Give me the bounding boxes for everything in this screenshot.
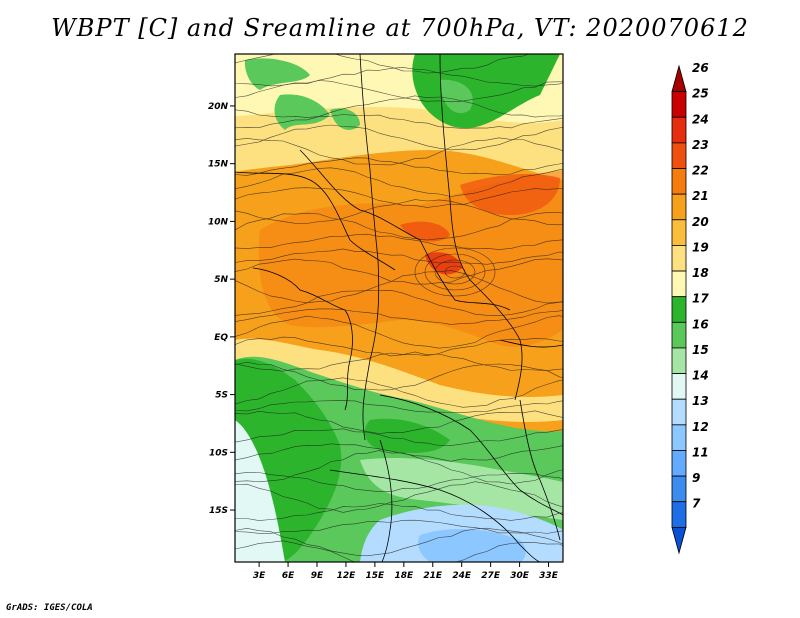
colorbar-swatch — [671, 424, 687, 451]
streamline — [235, 472, 563, 492]
lon-tick-label: 33E — [539, 571, 559, 581]
lat-tick-label: 15N — [208, 160, 229, 170]
streamline — [235, 248, 563, 265]
colorbar-swatch — [671, 321, 687, 349]
lon-tick-label: 6E — [282, 571, 295, 581]
colorbar-swatch — [671, 373, 687, 400]
vortex-streamline — [444, 265, 466, 279]
streamline — [235, 519, 563, 534]
streamline — [235, 503, 563, 521]
lon-tick-label: 24E — [452, 571, 472, 581]
streamline — [235, 450, 563, 485]
map-title: WBPT [C] and Sreamline at 700hPa, VT: 20… — [51, 14, 749, 42]
colorbar-swatch — [671, 270, 687, 298]
lat-tick-label: 10S — [209, 448, 228, 458]
colorbar-label: 11 — [692, 445, 709, 459]
wbpt-field — [235, 54, 563, 562]
colorbar-label: 19 — [692, 240, 709, 254]
streamline — [235, 315, 563, 349]
colorbar-label: 25 — [692, 87, 709, 101]
lon-tick-label: 18E — [394, 571, 414, 581]
streamline — [235, 54, 530, 74]
colorbar-swatch — [671, 64, 687, 93]
colorbar-swatch — [671, 193, 687, 221]
colorbar-label: 18 — [692, 266, 709, 280]
colorbar-swatch — [671, 296, 687, 323]
lon-tick-label: 3E — [253, 571, 266, 581]
colorbar-swatch — [671, 219, 687, 246]
streamline — [235, 410, 563, 434]
colorbar-swatch — [671, 526, 687, 555]
colorbar-label: 20 — [692, 215, 709, 229]
streamline — [235, 114, 563, 129]
lon-tick-label: 15E — [366, 571, 386, 581]
colorbar-label: 22 — [692, 164, 709, 178]
streamline — [235, 443, 563, 462]
lat-tick-label: 10N — [208, 217, 229, 227]
colorbar-label: 17 — [692, 292, 709, 306]
streamline — [235, 233, 563, 250]
streamline — [235, 67, 563, 87]
colorbar-swatch — [671, 142, 687, 169]
lat-tick-label: 20N — [208, 102, 229, 112]
streamline — [235, 258, 563, 285]
streamline — [235, 481, 563, 513]
colorbar-label: 14 — [692, 369, 709, 383]
colorbar-swatch — [671, 475, 687, 503]
colorbar-label: 21 — [692, 189, 709, 203]
colorbar-swatch — [671, 91, 687, 118]
streamline — [235, 351, 563, 372]
streamline — [235, 400, 563, 414]
lon-tick-label: 27E — [481, 571, 501, 581]
lat-tick-label: 15S — [209, 506, 228, 516]
streamline — [235, 361, 563, 391]
streamline — [235, 137, 563, 166]
lon-tick-label: 12E — [337, 571, 357, 581]
streamline — [235, 270, 563, 304]
colorbar-swatch — [671, 450, 687, 477]
colorbar-label: 13 — [692, 394, 709, 408]
lon-tick-label: 21E — [423, 571, 443, 581]
streamline — [235, 540, 563, 562]
map-frame — [234, 53, 564, 563]
colorbar-swatch — [671, 347, 687, 374]
credit-text: GrADS: IGES/COLA — [6, 603, 93, 613]
streamline — [235, 157, 563, 176]
lat-tick-label: 5S — [215, 391, 228, 401]
vortex-streamline — [434, 259, 476, 285]
lon-tick-label: 9E — [311, 571, 324, 581]
streamline — [235, 212, 563, 241]
streamline — [235, 377, 563, 408]
vortex-streamline — [424, 253, 486, 291]
streamline — [235, 289, 563, 317]
vortex-streamline — [414, 247, 496, 297]
colorbar-label: 24 — [692, 112, 709, 126]
colorbar-label: 16 — [692, 317, 709, 331]
colorbar-swatch — [671, 116, 687, 144]
streamline — [235, 95, 563, 118]
streamline — [235, 308, 563, 325]
colorbar-label: 15 — [692, 343, 709, 357]
longitude-axis: 3E 6E 9E 12E 15E 18E 21E 24E 27E 30E 33E — [253, 562, 559, 581]
lat-tick-label: EQ — [214, 333, 228, 343]
colorbar-swatch — [671, 168, 687, 195]
colorbar-label: 9 — [692, 471, 700, 485]
colorbar: 26 25 24 23 22 21 20 19 18 17 16 15 14 13 12 11 9 7 — [671, 61, 709, 555]
colorbar-label: 7 — [692, 497, 701, 511]
lat-tick-label: 5N — [214, 275, 228, 285]
colorbar-label: 12 — [692, 420, 709, 434]
colorbar-label: 26 — [692, 61, 709, 75]
colorbar-swatch — [671, 245, 687, 272]
streamline — [235, 428, 563, 446]
streamline — [235, 527, 563, 557]
streamline — [235, 336, 563, 357]
latitude-axis: 20N 15N 10N 5N EQ 5S 10S 15S — [208, 102, 235, 516]
streamline — [235, 80, 563, 103]
colorbar-label: 23 — [692, 138, 709, 152]
streamline — [235, 167, 563, 197]
colorbar-swatch — [671, 398, 687, 426]
colorbar-swatch — [671, 501, 687, 528]
lon-tick-label: 30E — [510, 571, 530, 581]
